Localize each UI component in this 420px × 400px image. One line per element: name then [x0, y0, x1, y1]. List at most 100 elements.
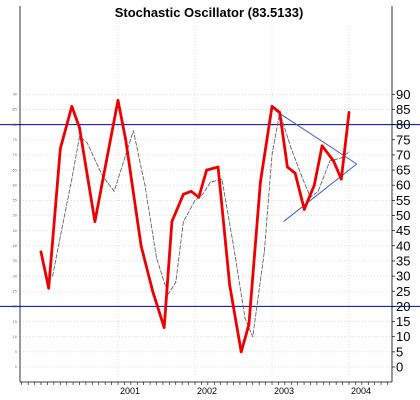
y-tick-label-left: 25 — [13, 289, 17, 293]
signal-point — [113, 190, 115, 192]
signal-point — [317, 190, 319, 192]
stochastic-point — [340, 177, 343, 181]
y-tick-label-left: 60 — [13, 183, 17, 187]
signal-point — [71, 178, 73, 180]
stochastic-point — [78, 126, 81, 129]
y-tick-label-left: 10 — [13, 335, 17, 339]
y-tick-label-right: 20 — [396, 299, 410, 314]
stochastic-point — [293, 171, 297, 175]
reference-lines — [0, 124, 420, 307]
signal-point — [52, 275, 53, 277]
stochastic-point — [70, 105, 74, 108]
signal-point — [244, 318, 246, 319]
signal-point — [194, 199, 196, 201]
y-tick-label-left: 80 — [13, 123, 17, 127]
y-tick-label-right: 30 — [396, 269, 410, 284]
stochastic-point — [170, 220, 174, 223]
stochastic-point — [216, 165, 220, 169]
stochastic-point — [47, 286, 50, 290]
signal-point — [348, 151, 350, 153]
y-tick-label-right: 45 — [396, 223, 410, 238]
signal-point — [175, 281, 177, 283]
stochastic-point — [259, 180, 262, 184]
y-tick-label-left: 45 — [13, 229, 17, 233]
stochastic-point — [239, 350, 243, 354]
y-tick-label-right: 55 — [396, 193, 410, 208]
stochastic-point — [39, 250, 43, 254]
y-tick-label-right: 15 — [396, 314, 410, 329]
trendline — [283, 163, 358, 222]
signal-point — [271, 154, 273, 156]
stochastic-point — [286, 165, 289, 169]
signal-point — [263, 251, 265, 253]
signal-point — [290, 148, 292, 150]
stochastic-point — [303, 208, 306, 211]
signal-point — [252, 336, 254, 338]
x-tick-label: 2004 — [351, 386, 371, 396]
stochastic-point — [93, 220, 97, 223]
signal-point — [125, 154, 127, 156]
y-tick-label-left: 5 — [15, 350, 17, 354]
y-tick-label-left: 55 — [13, 199, 17, 203]
signal-point — [156, 257, 157, 259]
stochastic-point — [320, 144, 324, 148]
stochastic-point — [278, 111, 282, 114]
y-tick-label-left: 30 — [13, 274, 17, 278]
stochastic-point — [270, 105, 274, 108]
signal-point — [233, 245, 234, 247]
y-tick-label-right: 40 — [396, 238, 410, 253]
signal-point — [183, 221, 184, 223]
stochastic-point — [205, 168, 208, 172]
y-tick-label-right: 90 — [396, 87, 410, 102]
stochastic-point — [228, 283, 231, 287]
series-lines — [39, 99, 351, 354]
y-tick-label-right: 85 — [396, 102, 410, 117]
y-tick-label-left: 85 — [13, 108, 17, 112]
y-tick-label-left: 65 — [13, 168, 17, 172]
signal-point — [86, 142, 88, 144]
stochastic-point — [116, 99, 120, 102]
signal-point — [302, 178, 304, 180]
stochastic-point — [139, 244, 143, 248]
y-tick-label-right: 35 — [396, 253, 410, 268]
stochastic-point — [347, 111, 351, 114]
y-tick-label-left: 90 — [13, 93, 17, 97]
x-tick-label: 2002 — [197, 386, 217, 396]
signal-point — [202, 193, 204, 195]
stochastic-point — [332, 159, 335, 163]
stochastic-point — [189, 189, 193, 193]
y-tick-label-right: 70 — [396, 147, 410, 162]
y-tick-label-right: 60 — [396, 178, 410, 193]
stochastic-point — [151, 289, 154, 293]
y-tick-label-left: 40 — [13, 244, 17, 248]
chart-title: Stochastic Oscillator (83.5133) — [115, 5, 304, 20]
stochastic-line — [39, 99, 351, 354]
y-tick-label-left: 35 — [13, 259, 17, 263]
signal-point — [209, 181, 211, 183]
y-tick-label-right: 75 — [396, 132, 410, 147]
y-tick-label-right: 0 — [396, 360, 403, 375]
stochastic-point — [162, 326, 166, 329]
stochastic-point — [58, 147, 62, 151]
y-tick-label-left: 15 — [13, 320, 17, 324]
y-tick-label-right: 25 — [396, 284, 410, 299]
x-tick-label: 2001 — [120, 386, 140, 396]
y-tick-label-left: 70 — [13, 153, 17, 157]
y-tick-label-right: 65 — [396, 163, 410, 178]
y-tick-label-right: 80 — [396, 117, 410, 132]
stochastic-point — [124, 138, 127, 142]
signal-point — [329, 160, 331, 162]
y-tick-label-right: 5 — [396, 344, 403, 359]
y-tick-label-left: 75 — [13, 138, 17, 142]
y-tick-label-right: 50 — [396, 208, 410, 223]
x-tick-label: 2003 — [274, 386, 294, 396]
signal-point — [59, 236, 61, 238]
stochastic-point — [182, 192, 185, 196]
stochastic-point — [313, 183, 316, 187]
stochastic-point — [197, 196, 201, 199]
signal-point — [132, 130, 134, 132]
signal-point — [340, 157, 342, 159]
stochastic-point — [247, 323, 251, 326]
